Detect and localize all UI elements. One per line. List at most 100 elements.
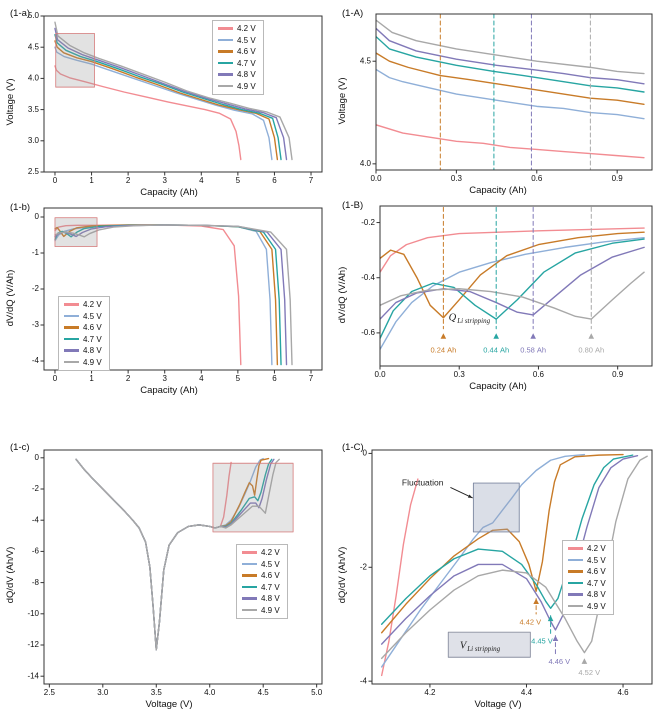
legend-label: 4.8 V [83,346,102,355]
x-axis-title-1-c: Voltage (V) [145,699,193,710]
legend-label: 4.7 V [587,578,606,588]
legend-label: 4.9 V [587,601,606,611]
legend-entry-4.8-V: 4.8 V [218,70,256,79]
legend-entry-4.5-V: 4.5 V [64,312,102,321]
legend-entry-4.7-V: 4.7 V [242,583,280,592]
legend-entry-4.9-V: 4.9 V [242,606,280,615]
y-axis-title-1-B: dV/dQ (V/Ah) [337,266,348,324]
legend-swatch [242,551,257,554]
x-axis-title-1-a: Capacity (Ah) [140,187,198,198]
legend-swatch [218,61,233,65]
legend-label: 4.7 V [237,58,256,68]
legend-swatch [64,360,79,364]
legend-swatch [242,585,257,589]
legend-1-a: 4.2 V 4.5 V 4.6 V 4.7 V 4.8 V 4.9 V [212,20,264,95]
legend-swatch [568,593,583,596]
legend-entry-4.7-V: 4.7 V [64,335,102,344]
legend-entry-4.8-V: 4.8 V [242,594,280,603]
panel-1-c: (1-c) dQ/dV (Ah/V) Voltage (V) 4.2 V 4.5 … [4,440,334,710]
legend-label: 4.6 V [261,571,280,580]
legend-swatch [218,73,233,76]
y-axis-title-1-C: dQ/dV (Ah/V) [337,546,348,604]
plot-canvas-1-B [336,198,660,392]
legend-label: 4.5 V [587,555,606,565]
legend-swatch [64,349,79,352]
legend-swatch [568,570,583,573]
x-axis-title-1-b: Capacity (Ah) [140,385,198,396]
legend-entry-4.5-V: 4.5 V [242,560,280,569]
legend-label: 4.7 V [83,334,102,344]
plot-canvas-1-A [336,6,660,196]
panel-label-1-B: (1-B) [342,200,364,211]
panel-label-1-a: (1-a) [10,8,31,19]
legend-label: 4.9 V [83,357,102,367]
legend-entry-4.2-V: 4.2 V [64,300,102,309]
legend-swatch [242,562,257,566]
legend-label: 4.2 V [261,548,280,557]
panel-label-1-A: (1-A) [342,8,364,19]
legend-label: 4.7 V [261,582,280,592]
legend-entry-4.6-V: 4.6 V [568,567,606,576]
y-axis-title-1-b: dV/dQ (V/Ah) [5,269,16,327]
legend-entry-4.9-V: 4.9 V [64,358,102,367]
legend-entry-4.7-V: 4.7 V [218,59,256,68]
legend-swatch [64,314,79,318]
legend-entry-4.9-V: 4.9 V [568,602,606,611]
legend-entry-4.2-V: 4.2 V [568,544,606,553]
legend-swatch [218,27,233,30]
panel-label-1-C: (1-C) [342,442,364,453]
panel-label-1-c: (1-c) [10,442,30,453]
legend-swatch [568,558,583,562]
x-axis-title-1-C: Voltage (V) [474,699,522,710]
legend-swatch [218,38,233,42]
y-axis-title-1-a: Voltage (V) [5,78,16,126]
x-axis-title-1-A: Capacity (Ah) [469,185,527,196]
y-axis-title-1-c: dQ/dV (Ah/V) [5,546,16,604]
legend-1-b: 4.2 V 4.5 V 4.6 V 4.7 V 4.8 V 4.9 V [58,296,110,371]
legend-label: 4.6 V [83,323,102,332]
legend-entry-4.6-V: 4.6 V [242,571,280,580]
legend-label: 4.8 V [587,590,606,599]
legend-label: 4.6 V [587,567,606,576]
legend-label: 4.2 V [83,300,102,309]
panel-1-C: (1-C) dQ/dV (Ah/V) Voltage (V) 4.2 V 4.5 … [336,440,660,710]
legend-label: 4.5 V [261,559,280,569]
legend-label: 4.5 V [83,311,102,321]
panel-1-a: (1-a) Voltage (V) Capacity (Ah) 4.2 V 4.5… [4,6,334,198]
legend-1-C: 4.2 V 4.5 V 4.6 V 4.7 V 4.8 V 4.9 V [562,540,614,615]
legend-swatch [64,337,79,341]
panel-label-1-b: (1-b) [10,202,31,213]
legend-label: 4.9 V [237,81,256,91]
legend-entry-4.2-V: 4.2 V [242,548,280,557]
legend-entry-4.5-V: 4.5 V [218,36,256,45]
panel-1-A: (1-A) Voltage (V) Capacity (Ah) [336,6,660,196]
legend-label: 4.9 V [261,605,280,615]
plot-canvas-1-a [4,6,334,198]
legend-swatch [218,50,233,53]
panel-1-B: (1-B) dV/dQ (V/Ah) Capacity (Ah) [336,198,660,392]
legend-entry-4.7-V: 4.7 V [568,579,606,588]
legend-swatch [242,597,257,600]
legend-1-c: 4.2 V 4.5 V 4.6 V 4.7 V 4.8 V 4.9 V [236,544,288,619]
panel-1-b: (1-b) dV/dQ (V/Ah) Capacity (Ah) 4.2 V 4.… [4,200,334,396]
legend-swatch [568,581,583,585]
legend-label: 4.8 V [237,70,256,79]
legend-swatch [568,604,583,608]
legend-entry-4.9-V: 4.9 V [218,82,256,91]
legend-entry-4.8-V: 4.8 V [568,590,606,599]
legend-entry-4.2-V: 4.2 V [218,24,256,33]
legend-entry-4.6-V: 4.6 V [64,323,102,332]
legend-label: 4.2 V [237,24,256,33]
legend-entry-4.5-V: 4.5 V [568,556,606,565]
legend-swatch [218,84,233,88]
legend-label: 4.5 V [237,35,256,45]
legend-entry-4.8-V: 4.8 V [64,346,102,355]
legend-swatch [64,326,79,329]
y-axis-title-1-A: Voltage (V) [337,77,348,125]
legend-swatch [568,547,583,550]
legend-label: 4.6 V [237,47,256,56]
legend-swatch [242,574,257,577]
legend-swatch [64,303,79,306]
legend-swatch [242,608,257,612]
legend-entry-4.6-V: 4.6 V [218,47,256,56]
